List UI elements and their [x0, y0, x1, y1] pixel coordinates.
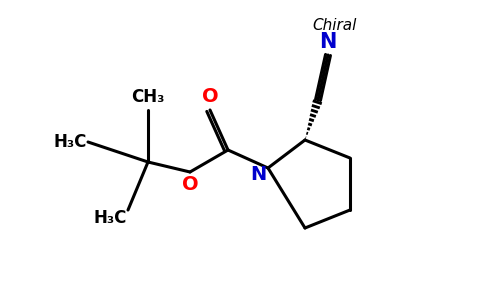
Text: CH₃: CH₃	[131, 88, 165, 106]
Text: H₃C: H₃C	[53, 133, 87, 151]
Text: N: N	[319, 32, 337, 52]
Text: O: O	[182, 176, 198, 194]
Text: H₃C: H₃C	[93, 209, 127, 227]
Text: O: O	[202, 88, 218, 106]
Text: N: N	[250, 166, 266, 184]
Text: Chiral: Chiral	[313, 17, 357, 32]
